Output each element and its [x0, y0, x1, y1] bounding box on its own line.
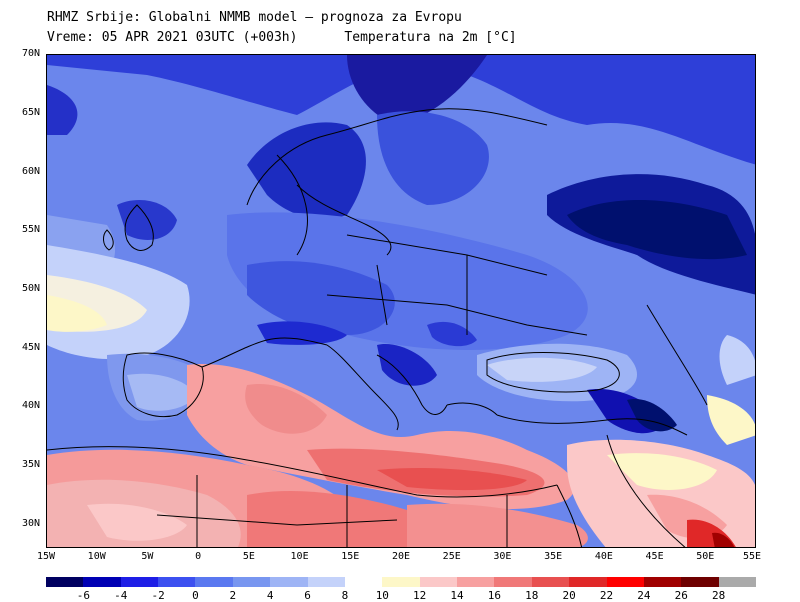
lon-label-30E: 30E [493, 551, 512, 562]
legend-label: 0 [192, 589, 199, 602]
legend-swatch [457, 577, 495, 587]
legend-label: 6 [304, 589, 311, 602]
lon-label-55E: 55E [742, 551, 762, 562]
lat-label-45N: 45N [21, 342, 40, 353]
legend-swatch [344, 577, 383, 587]
lat-label-60N: 60N [21, 166, 40, 177]
legend-label: 20 [562, 589, 576, 602]
legend-label: 4 [266, 589, 274, 602]
legend-swatch [531, 577, 570, 587]
legend-label: 16 [487, 589, 502, 602]
lon-label-5E: 5E [242, 551, 255, 562]
legend-label: -6 [76, 589, 90, 602]
color-legend [46, 577, 757, 587]
legend-label: 8 [341, 589, 349, 602]
legend-swatch [718, 577, 757, 587]
legend-label: -2 [151, 589, 165, 602]
lat-label-55N: 55N [21, 224, 40, 235]
legend-label: 26 [674, 589, 688, 602]
lon-label-15W: 15W [36, 551, 56, 562]
legend-swatch [606, 577, 645, 587]
chart-title: RHMZ Srbije: Globalni NMMB model — progn… [47, 10, 462, 25]
legend-swatch [419, 577, 458, 587]
lon-label-10W: 10W [87, 551, 106, 562]
legend-swatch [83, 577, 122, 587]
legend-swatch [382, 577, 421, 587]
temperature-map [46, 54, 756, 548]
legend-swatch [569, 577, 608, 587]
lat-label-50N: 50N [21, 283, 40, 294]
lon-label-50E: 50E [696, 551, 715, 562]
lon-label-0: 0 [195, 551, 202, 562]
legend-swatch [494, 577, 533, 587]
legend-swatch [232, 577, 271, 587]
chart-subtitle: Vreme: 05 APR 2021 03UTC (+003h) Tempera… [47, 30, 517, 45]
legend-swatch [307, 577, 346, 587]
legend-label: 28 [712, 589, 726, 602]
temperature-field [47, 55, 755, 547]
legend-label: 2 [229, 589, 237, 602]
legend-label: 18 [525, 589, 539, 602]
legend-label: 10 [375, 589, 389, 602]
legend-swatch [681, 577, 720, 587]
lon-label-10E: 10E [290, 551, 309, 562]
legend-swatch [158, 577, 196, 587]
lon-label-15E: 15E [341, 551, 360, 562]
lat-label-30N: 30N [21, 518, 40, 529]
lon-label-25E: 25E [442, 551, 461, 562]
lat-label-65N: 65N [21, 107, 40, 118]
parameter-label: Temperatura na 2m [°C] [344, 30, 517, 45]
lat-label-40N: 40N [21, 400, 40, 411]
lon-label-40E: 40E [594, 551, 613, 562]
legend-swatch [643, 577, 682, 587]
lon-label-45E: 45E [645, 551, 664, 562]
legend-label: 22 [599, 589, 614, 602]
lon-label-5W: 5W [141, 551, 154, 562]
legend-label: 24 [637, 589, 651, 602]
legend-swatch [195, 577, 234, 587]
legend-label: -4 [114, 589, 128, 602]
valid-time: Vreme: 05 APR 2021 03UTC (+003h) [47, 30, 298, 45]
lat-label-70N: 70N [21, 48, 40, 59]
lon-label-20E: 20E [391, 551, 411, 562]
legend-swatch [120, 577, 159, 587]
legend-label: 12 [413, 589, 427, 602]
lat-label-35N: 35N [21, 459, 40, 470]
lon-label-35E: 35E [544, 551, 563, 562]
legend-label: 14 [450, 589, 464, 602]
legend-swatch [46, 577, 84, 587]
legend-swatch [270, 577, 309, 587]
